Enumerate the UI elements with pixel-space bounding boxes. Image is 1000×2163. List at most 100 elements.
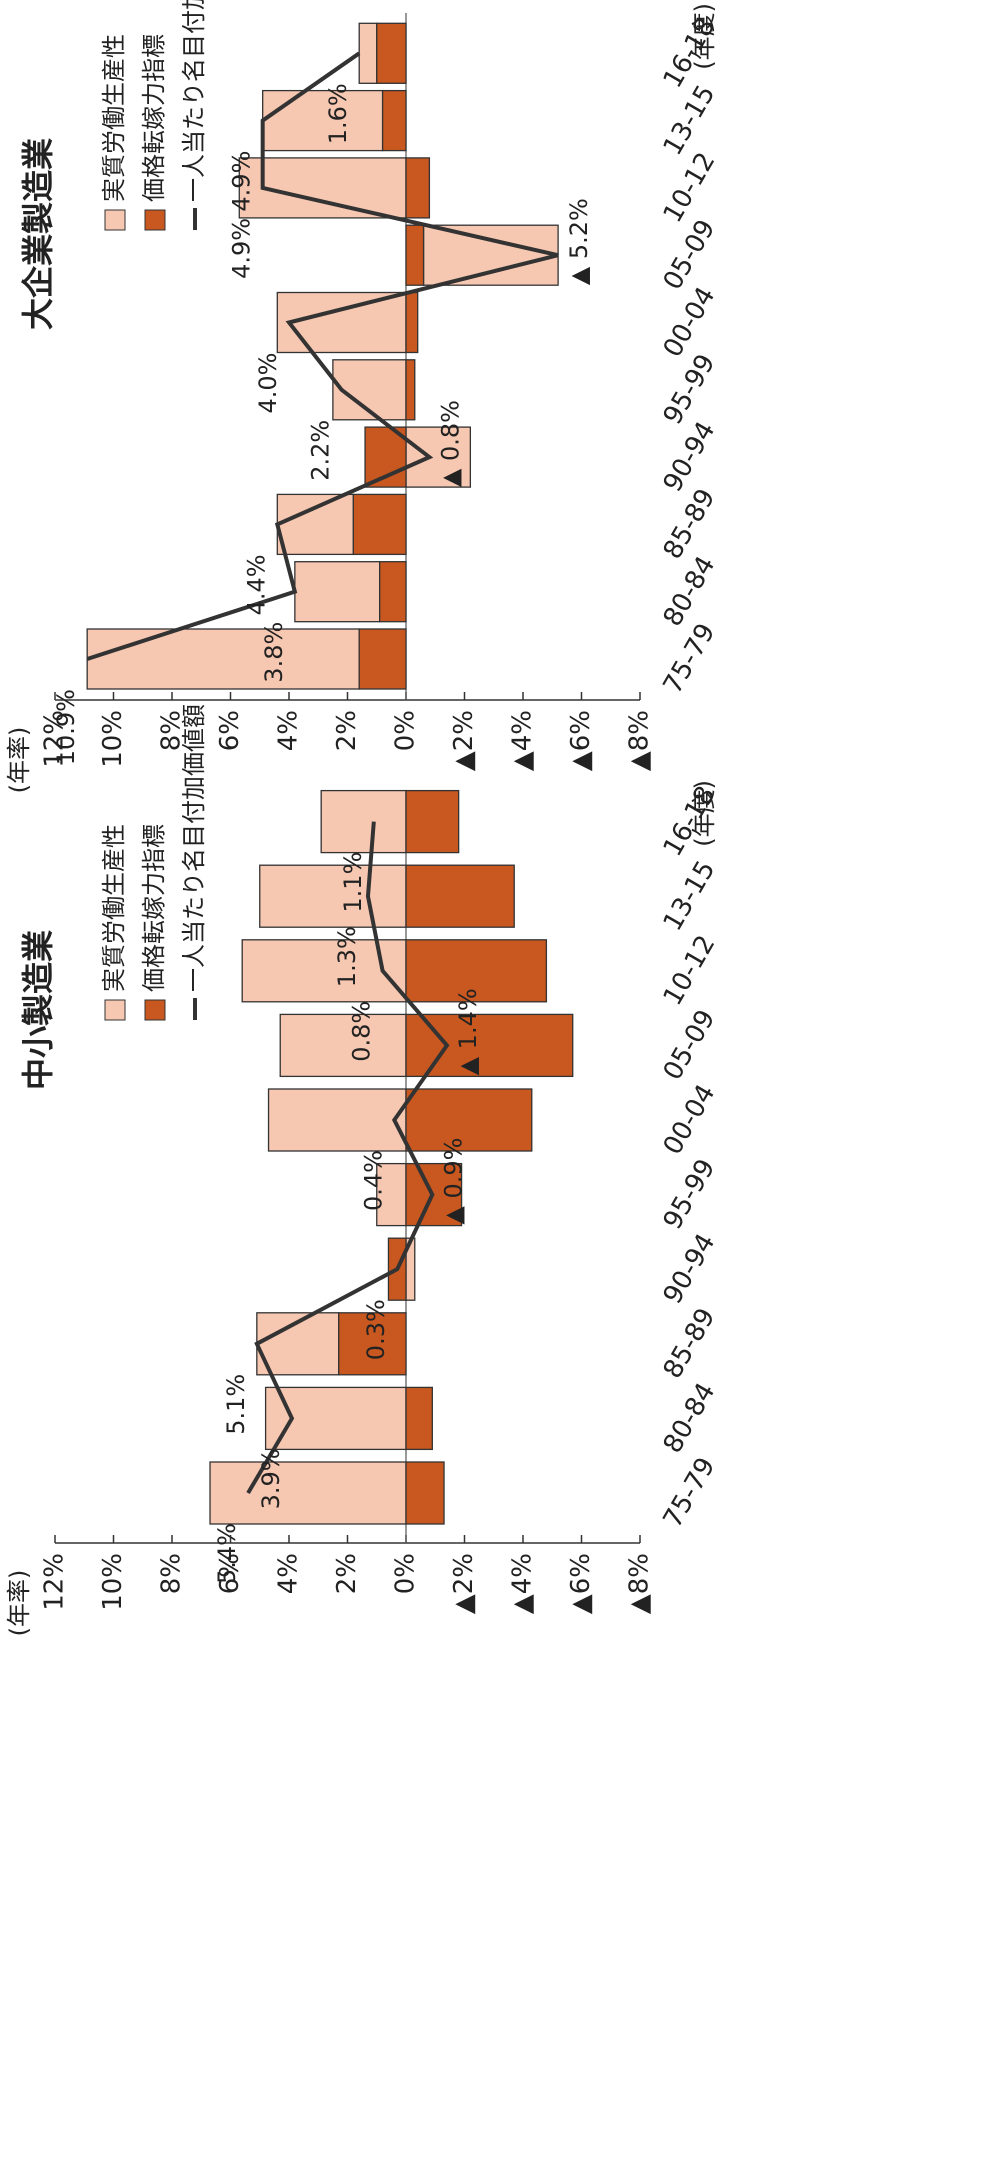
bar-segment <box>358 22 378 84</box>
bar-segment <box>86 628 360 690</box>
bar-segment <box>405 157 431 219</box>
y-tick-label: 0% <box>391 710 421 751</box>
bar-segment <box>422 224 559 286</box>
y-tick-label: 12% <box>40 710 70 768</box>
y-tick-label: ▲4% <box>508 1553 538 1614</box>
legend-label: 一人当たり名目付加価値額 <box>180 704 208 992</box>
bar-segment <box>264 1386 407 1451</box>
x-tick-label: 80-84 <box>658 1378 722 1458</box>
legend-swatch <box>104 209 126 231</box>
bar-segment <box>381 89 407 152</box>
chart-title: 大企業製造業 <box>19 138 57 330</box>
x-tick-label: 13-15 <box>658 80 722 160</box>
bar-segment <box>352 493 407 556</box>
bar-segment <box>376 22 407 84</box>
y-tick-label: ▲4% <box>508 710 538 771</box>
bar-segment <box>405 864 515 928</box>
bar-segment <box>338 1312 407 1376</box>
data-label: ▲ 0.9% <box>439 1138 467 1225</box>
bar-segment <box>405 291 419 354</box>
legend-label: 価格転嫁力指標 <box>140 824 168 992</box>
x-tick-label: 05-09 <box>658 215 722 295</box>
data-label: 3.9% <box>257 1448 285 1509</box>
y-tick-label: ▲2% <box>449 1553 479 1614</box>
x-tick-label: 80-84 <box>658 551 722 631</box>
data-label: 1.6% <box>324 83 352 144</box>
y-tick-label: 6% <box>215 710 245 751</box>
y-tick-label: ▲8% <box>625 710 655 771</box>
x-tick-label: 10-12 <box>658 147 722 227</box>
line <box>246 821 450 1495</box>
bar-segment <box>320 789 407 854</box>
data-label: 4.9% <box>228 151 256 212</box>
bar-segment <box>405 224 425 286</box>
bar-segment <box>405 1013 574 1078</box>
data-label: ▲ 0.8% <box>436 400 464 487</box>
y-tick-label: 0% <box>391 1553 421 1594</box>
y-tick-label: ▲2% <box>449 710 479 771</box>
bar-segment <box>405 359 416 421</box>
bar-segment <box>209 1461 407 1525</box>
bar-segment <box>379 561 407 623</box>
legend-label: 実質労働生産性 <box>100 34 128 202</box>
line <box>86 51 559 661</box>
data-label: 5.1% <box>222 1374 250 1435</box>
bar-segment <box>267 1088 407 1152</box>
data-label: 4.0% <box>254 353 282 414</box>
x-axis-label: (年度) <box>690 3 718 70</box>
bar-segment <box>405 1461 445 1525</box>
y-tick-label: 6% <box>215 1553 245 1594</box>
data-label: 5.4% <box>213 1523 241 1584</box>
legend-label: 一人当たり名目付加価値額 <box>180 0 208 202</box>
data-label: 0.8% <box>348 1001 376 1062</box>
chart-title: 中小製造業 <box>19 930 57 1090</box>
x-tick-label: 90-94 <box>658 417 722 497</box>
bar-segment <box>405 939 548 1003</box>
y-tick-label: ▲8% <box>625 1553 655 1614</box>
x-tick-label: 75-79 <box>658 619 722 699</box>
legend-swatch <box>144 209 166 231</box>
x-tick-label: 85-89 <box>658 484 722 564</box>
data-label: 4.9% <box>228 218 256 279</box>
x-tick-label: 00-04 <box>658 1080 722 1160</box>
bar-segment <box>259 864 407 928</box>
y-tick-label: 2% <box>332 710 362 751</box>
y-tick-label: 4% <box>274 1553 304 1594</box>
y-tick-label: 10% <box>98 1553 128 1611</box>
y-axis-label: (年率) <box>5 1570 33 1637</box>
data-label: 1.3% <box>333 926 361 987</box>
data-label: 0.3% <box>362 1299 390 1360</box>
y-tick-label: 2% <box>332 1553 362 1594</box>
x-tick-label: 95-99 <box>658 1154 722 1234</box>
data-label: 0.4% <box>359 1150 387 1211</box>
data-label: 2.2% <box>307 420 335 481</box>
data-label: 1.1% <box>339 852 367 913</box>
data-label: 10.9% <box>52 689 80 765</box>
legend-label: 実質労働生産性 <box>100 824 128 992</box>
bar-segment <box>405 1088 533 1152</box>
x-tick-label: 75-79 <box>658 1453 722 1533</box>
data-label: ▲ 5.2% <box>565 198 593 285</box>
bar-segment <box>294 561 381 623</box>
bar-segment <box>262 89 384 152</box>
y-tick-label: 12% <box>40 1553 70 1611</box>
bar-segment <box>358 628 407 690</box>
bar-segment <box>276 493 354 556</box>
y-tick-label: ▲6% <box>566 710 596 771</box>
bar-segment <box>405 789 460 854</box>
y-tick-label: 4% <box>274 710 304 751</box>
x-tick-label: 90-94 <box>658 1229 722 1309</box>
data-label: 3.8% <box>260 622 288 683</box>
legend-swatch <box>104 999 126 1021</box>
x-tick-label: 85-89 <box>658 1303 722 1383</box>
x-tick-label: 05-09 <box>658 1005 722 1085</box>
x-tick-label: 95-99 <box>658 349 722 429</box>
y-tick-label: 8% <box>157 1553 187 1594</box>
x-tick-label: 00-04 <box>658 282 722 362</box>
rotated-charts: 中小製造業 (年率) (年度) 12% 10% 8% 6% 4% 2% 0% ▲2% ▲4% ▲6% ▲8… <box>5 0 721 1636</box>
data-label: 4.4% <box>242 554 270 615</box>
x-axis-label: (年度) <box>690 780 718 847</box>
y-axis-label: (年率) <box>5 727 33 794</box>
